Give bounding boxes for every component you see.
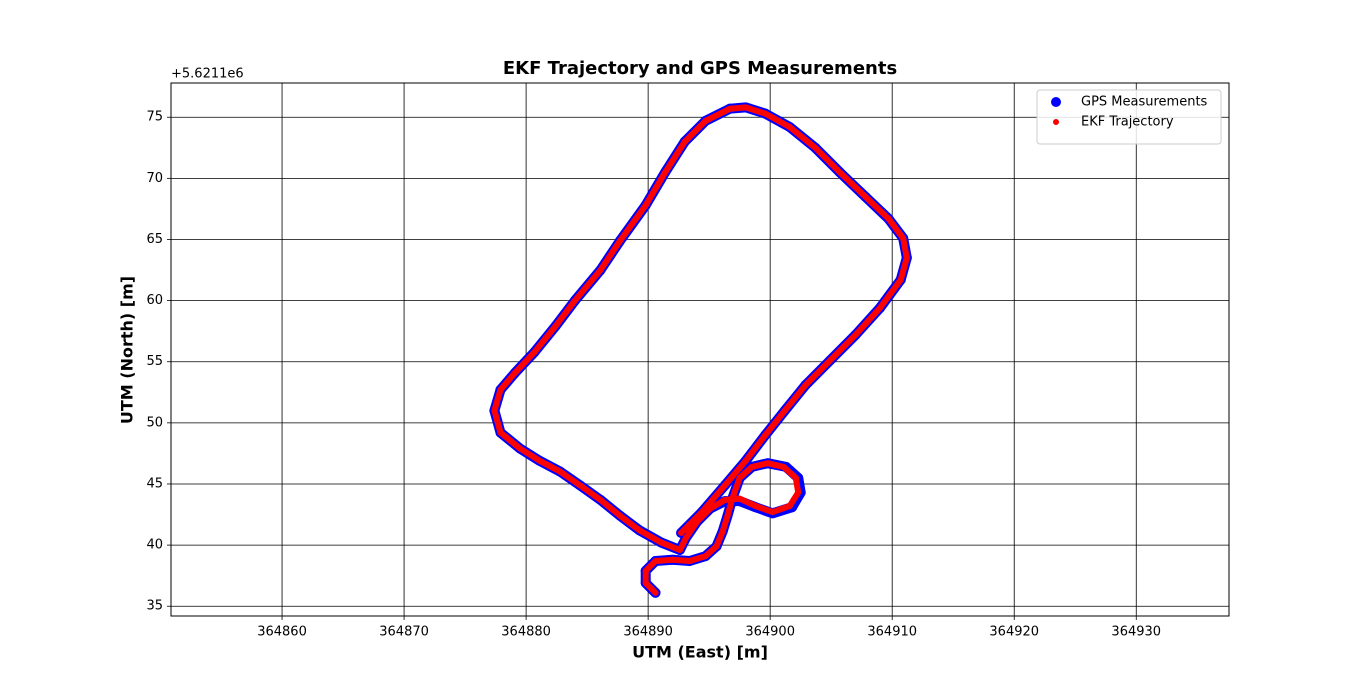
y-offset-text: +5.6211e6: [171, 67, 244, 82]
point: [722, 482, 729, 489]
chart-title: EKF Trajectory and GPS Measurements: [503, 58, 897, 79]
point: [826, 357, 833, 364]
point: [552, 323, 559, 330]
point: [719, 528, 726, 535]
point: [769, 509, 776, 516]
point: [617, 512, 624, 519]
y-tick-label: 65: [146, 232, 163, 247]
point: [764, 460, 771, 467]
point: [786, 124, 793, 131]
point: [742, 457, 749, 464]
point: [686, 557, 693, 564]
point: [762, 432, 769, 439]
point: [642, 567, 649, 574]
point: [576, 482, 583, 489]
point: [642, 202, 649, 209]
point: [681, 138, 688, 145]
x-tick-label: 364910: [867, 625, 917, 640]
point: [781, 407, 788, 414]
point: [726, 105, 733, 112]
point: [571, 297, 578, 304]
legend-label: EKF Trajectory: [1081, 115, 1174, 130]
point: [713, 543, 720, 550]
point: [669, 556, 676, 563]
y-tick-label: 75: [146, 110, 163, 125]
point: [862, 193, 869, 200]
point: [885, 215, 892, 222]
point: [642, 579, 649, 586]
point: [658, 539, 665, 546]
point: [702, 117, 709, 124]
point: [676, 546, 683, 553]
point: [597, 496, 604, 503]
point: [536, 457, 543, 464]
point: [678, 529, 685, 536]
point: [736, 495, 743, 502]
point: [900, 235, 907, 242]
y-axis-label: UTM (North) [m]: [118, 276, 137, 424]
point: [517, 445, 524, 452]
point: [707, 505, 714, 512]
plot-area: [171, 83, 1229, 616]
x-tick-label: 364920: [989, 625, 1039, 640]
point: [812, 144, 819, 151]
point: [762, 110, 769, 117]
point: [742, 104, 749, 111]
y-tick-label: 45: [146, 476, 163, 491]
legend-label: GPS Measurements: [1081, 95, 1208, 110]
point: [897, 276, 904, 283]
point: [698, 509, 705, 516]
point: [652, 557, 659, 564]
y-tick-label: 70: [146, 171, 163, 186]
point: [497, 429, 504, 436]
y-tick-label: 40: [146, 538, 163, 553]
y-tick-label: 60: [146, 293, 163, 308]
point: [802, 381, 809, 388]
point: [597, 267, 604, 274]
point: [780, 463, 787, 470]
point: [636, 527, 643, 534]
point: [497, 386, 504, 393]
point: [491, 407, 498, 414]
point: [512, 369, 519, 376]
point: [724, 512, 731, 519]
point: [752, 502, 759, 509]
x-tick-label: 364890: [623, 625, 673, 640]
point: [748, 463, 755, 470]
legend-marker: [1051, 97, 1061, 107]
point: [876, 304, 883, 311]
point: [722, 496, 729, 503]
legend: GPS Measurements EKF Trajectory: [1036, 89, 1222, 145]
legend-marker: [1053, 119, 1059, 125]
point: [786, 502, 793, 509]
axes-frame: [170, 82, 1230, 617]
point: [652, 589, 659, 596]
x-tick-label: 364880: [501, 625, 551, 640]
x-axis-label: UTM (East) [m]: [632, 643, 768, 662]
point: [736, 474, 743, 481]
point: [795, 489, 802, 496]
point: [617, 237, 624, 244]
y-tick-label: 50: [146, 415, 163, 430]
y-tick-label: 35: [146, 599, 163, 614]
x-tick-label: 364900: [745, 625, 795, 640]
point: [792, 474, 799, 481]
point: [852, 331, 859, 338]
point: [531, 348, 538, 355]
point: [557, 468, 564, 475]
point: [662, 169, 669, 176]
point: [729, 495, 736, 502]
y-tick-label: 55: [146, 354, 163, 369]
x-tick-label: 364870: [379, 625, 429, 640]
point: [693, 518, 700, 525]
point: [702, 553, 709, 560]
point: [836, 169, 843, 176]
x-tick-label: 364930: [1111, 625, 1161, 640]
point: [903, 254, 910, 261]
legend-box: [1036, 89, 1222, 145]
point: [682, 534, 689, 541]
x-tick-label: 364860: [257, 625, 307, 640]
